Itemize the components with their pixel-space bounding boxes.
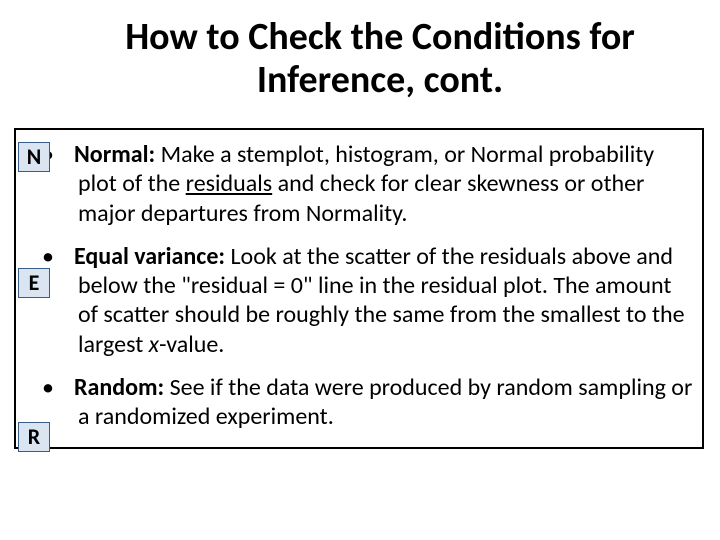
item-normal: • Normal: Make a stemplot, histogram, or… <box>60 140 694 228</box>
bullet-icon: • <box>60 242 74 271</box>
slide: How to Check the Conditions for Inferenc… <box>0 0 720 540</box>
item-random-text: See if the data were produced by random … <box>78 373 692 431</box>
item-equal-variance: • Equal variance: Look at the scatter of… <box>60 242 694 359</box>
item-random: • Random: See if the data were produced … <box>60 373 694 432</box>
bullet-icon: • <box>60 373 74 402</box>
item-random-label: Random: <box>74 373 164 402</box>
page-title: How to Check the Conditions for Inferenc… <box>70 16 690 101</box>
conditions-box: • Normal: Make a stemplot, histogram, or… <box>14 128 704 449</box>
item-normal-underlined: residuals <box>186 169 273 198</box>
item-equal-label: Equal variance: <box>74 242 225 271</box>
item-normal-label: Normal: <box>74 140 155 169</box>
bullet-icon: • <box>60 140 74 169</box>
item-equal-italic-x: x <box>149 330 159 359</box>
badge-e: E <box>18 268 50 298</box>
badge-n: N <box>18 142 50 172</box>
badge-r: R <box>18 422 50 452</box>
item-equal-text-b: -value. <box>159 330 224 359</box>
